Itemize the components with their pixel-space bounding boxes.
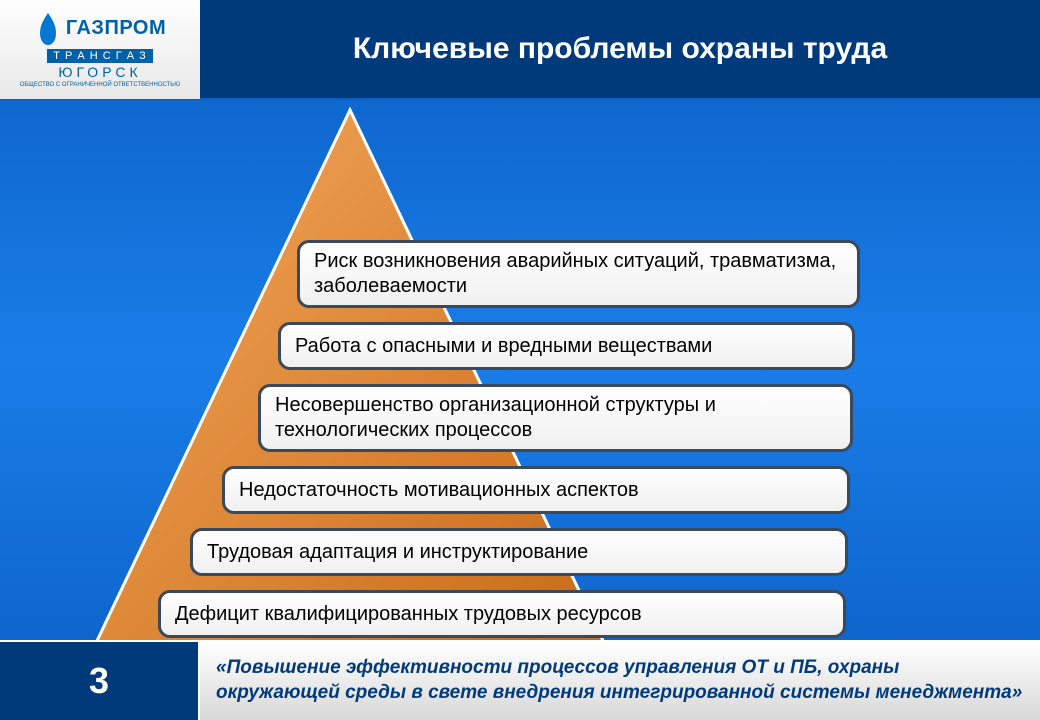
logo-main-text: ГАЗПРОМ [66, 17, 166, 40]
logo-sub2-text: ЮГОРСК [58, 64, 141, 80]
logo-area: ГАЗПРОМ Т Р А Н С Г А З ЮГОРСК ОБЩЕСТВО … [0, 0, 200, 99]
problem-box-5: Трудовая адаптация и инструктирование [190, 528, 848, 576]
page-number: 3 [0, 642, 200, 720]
problem-box-1: Риск возникновения аварийных ситуаций, т… [297, 240, 860, 308]
page-title: Ключевые проблемы охраны труда [200, 32, 1040, 66]
problem-box-2: Работа с опасными и вредными веществами [278, 322, 855, 370]
footer-text: «Повышение эффективности процессов управ… [200, 642, 1040, 720]
footer: 3 «Повышение эффективности процессов упр… [0, 640, 1040, 720]
logo-top: ГАЗПРОМ [34, 11, 166, 47]
logo-sub3-text: ОБЩЕСТВО С ОГРАНИЧЕННОЙ ОТВЕТСТВЕННОСТЬЮ [20, 82, 181, 88]
header: ГАЗПРОМ Т Р А Н С Г А З ЮГОРСК ОБЩЕСТВО … [0, 0, 1040, 100]
logo-sub1-text: Т Р А Н С Г А З [47, 49, 153, 63]
problem-box-4: Недостаточность мотивационных аспектов [222, 466, 850, 514]
pyramid-shape [0, 100, 1040, 660]
content-area: Риск возникновения аварийных ситуаций, т… [0, 100, 1040, 640]
flame-icon [34, 11, 62, 47]
problem-box-6: Дефицит квалифицированных трудовых ресур… [158, 590, 846, 638]
problem-box-3: Несовершенство организационной структуры… [258, 384, 853, 452]
